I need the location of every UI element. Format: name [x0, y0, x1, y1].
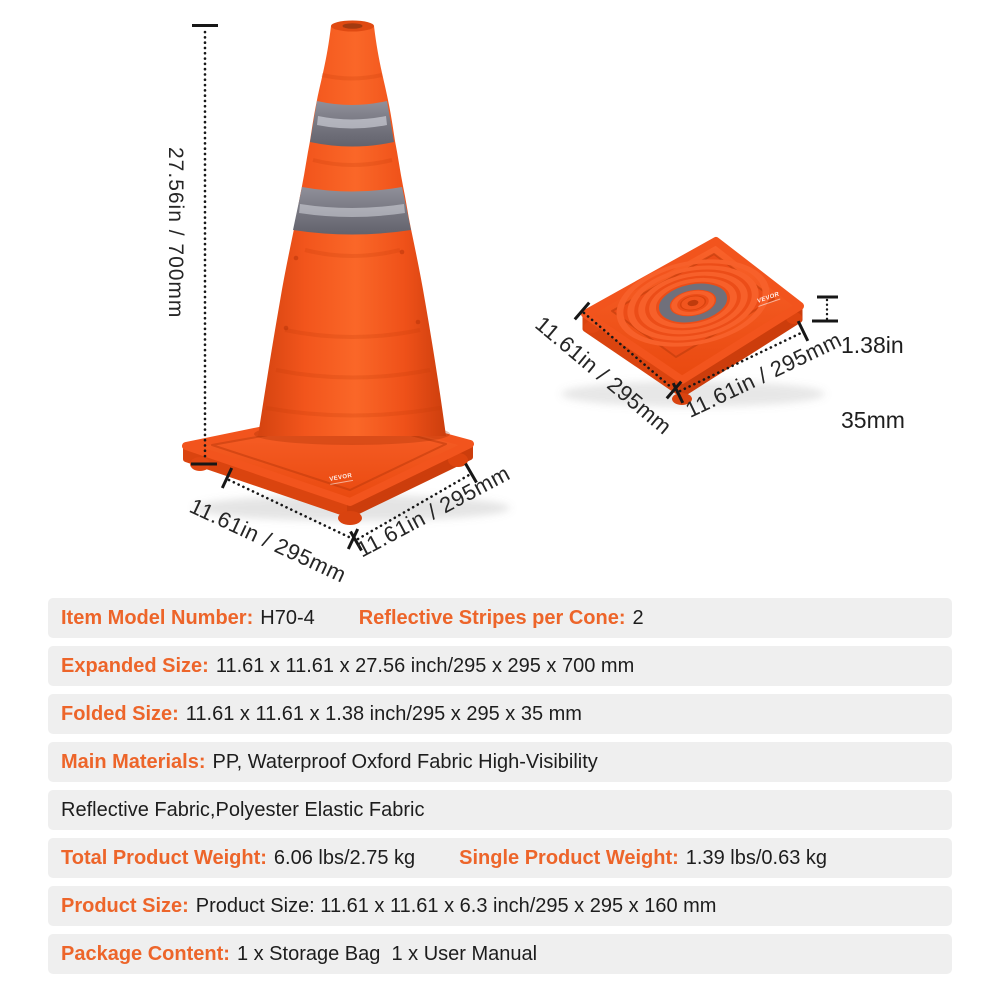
spec-row-model-number: Item Model Number: H70-4 Reflective Stri…	[48, 598, 952, 638]
spec-value: 6.06 lbs/2.75 kg	[273, 846, 416, 869]
spec-label: Expanded Size:	[61, 654, 209, 677]
spec-label: Main Materials:	[61, 750, 206, 773]
spec-pair: Expanded Size: 11.61 x 11.61 x 27.56 inc…	[61, 655, 634, 678]
spec-row-main-materials: Main Materials: PP, Waterproof Oxford Fa…	[48, 742, 952, 782]
spec-label: Reflective Stripes per Cone:	[358, 606, 626, 629]
spec-row-product-size: Product Size: Product Size: 11.61 x 11.6…	[48, 886, 952, 926]
spec-pair: Product Size: Product Size: 11.61 x 11.6…	[61, 895, 716, 918]
spec-row-weights: Total Product Weight: 6.06 lbs/2.75 kg S…	[48, 838, 952, 878]
spec-row-package-content: Package Content: 1 x Storage Bag 1 x Use…	[48, 934, 952, 974]
spec-value: PP, Waterproof Oxford Fabric High-Visibi…	[212, 750, 598, 773]
spec-table: Item Model Number: H70-4 Reflective Stri…	[48, 598, 952, 982]
spec-label: Total Product Weight:	[61, 846, 267, 869]
spec-value: 11.61 x 11.61 x 27.56 inch/295 x 295 x 7…	[215, 654, 635, 677]
spec-value: 2	[632, 606, 644, 629]
expanded-cone-illustration	[182, 20, 510, 525]
spec-pair: Package Content: 1 x Storage Bag 1 x Use…	[61, 943, 537, 966]
cone-illustrations	[182, 20, 838, 552]
folded-height-dimension-label: 1.38in 35mm	[841, 283, 905, 483]
spec-label: Folded Size:	[61, 702, 179, 725]
spec-pair: Single Product Weight: 1.39 lbs/0.63 kg	[459, 847, 827, 870]
spec-value: Product Size: 11.61 x 11.61 x 6.3 inch/2…	[195, 894, 717, 917]
folded-height-inches: 1.38in	[841, 332, 904, 358]
spec-row-materials-continued: Reflective Fabric,Polyester Elastic Fabr…	[48, 790, 952, 830]
spec-label: Single Product Weight:	[459, 846, 679, 869]
folded-height-mm: 35mm	[841, 407, 905, 433]
spec-pair: Folded Size: 11.61 x 11.61 x 1.38 inch/2…	[61, 703, 582, 726]
spec-row-expanded-size: Expanded Size: 11.61 x 11.61 x 27.56 inc…	[48, 646, 952, 686]
spec-pair: Total Product Weight: 6.06 lbs/2.75 kg	[61, 847, 415, 870]
product-illustration-area: 27.56in / 700mm 11.61in / 295mm 11.61in …	[164, 20, 905, 587]
spec-value: Reflective Fabric,Polyester Elastic Fabr…	[61, 798, 425, 821]
spec-pair: Item Model Number: H70-4	[61, 607, 315, 630]
spec-pair: Main Materials: PP, Waterproof Oxford Fa…	[61, 751, 598, 774]
spec-value: 11.61 x 11.61 x 1.38 inch/295 x 295 x 35…	[185, 702, 582, 725]
spec-label: Product Size:	[61, 894, 189, 917]
spec-value: 1.39 lbs/0.63 kg	[685, 846, 827, 869]
dimension-lines	[191, 24, 838, 552]
collapsed-rings	[616, 259, 770, 347]
spec-row-folded-size: Folded Size: 11.61 x 11.61 x 1.38 inch/2…	[48, 694, 952, 734]
spec-label: Item Model Number:	[61, 606, 254, 629]
spec-label: Package Content:	[61, 942, 230, 965]
spec-pair: Reflective Fabric,Polyester Elastic Fabr…	[61, 799, 424, 822]
spec-value: 1 x Storage Bag 1 x User Manual	[236, 942, 538, 965]
expanded-height-dimension-label: 27.56in / 700mm	[164, 147, 187, 319]
spec-pair: Reflective Stripes per Cone: 2	[359, 607, 644, 630]
spec-value: H70-4	[260, 606, 315, 629]
